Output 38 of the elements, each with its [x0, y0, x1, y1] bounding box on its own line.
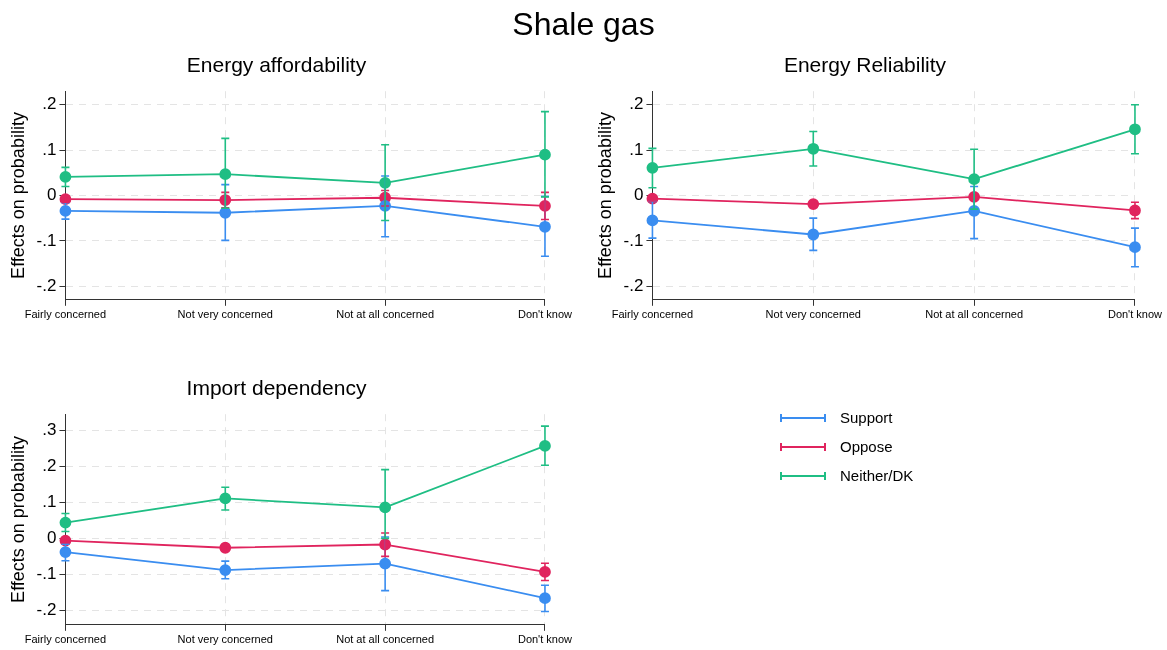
x-tick-label: Not at all concerned: [336, 633, 435, 646]
y-tick-label: -.2: [36, 275, 57, 295]
y-tick-label: 0: [46, 185, 57, 205]
legend-label: Oppose: [840, 438, 893, 455]
y-tick-label: -.2: [36, 600, 57, 620]
y-tick-label: .2: [42, 456, 57, 476]
legend-label: Neither/DK: [840, 467, 914, 484]
text: Shale gas: [511, 6, 656, 43]
y-tick-label: .3: [42, 420, 57, 440]
y-tick-label: -.2: [623, 275, 644, 295]
y-axis-title: Effects on probability: [7, 112, 28, 279]
x-tick-label: Not very concerned: [177, 633, 273, 646]
x-tick-label: Not very concerned: [765, 308, 861, 321]
y-tick-label: -.1: [36, 230, 57, 250]
y-tick-label: 0: [46, 528, 57, 548]
x-tick-label: Fairly concerned: [24, 633, 107, 646]
x-tick-label: Not at all concerned: [925, 308, 1024, 321]
y-tick-label: .2: [42, 94, 57, 114]
y-tick-label: .1: [629, 139, 644, 159]
x-tick-label: Not at all concerned: [336, 308, 435, 321]
chart-title: Energy Reliability: [783, 53, 947, 77]
x-tick-label: Don't know: [517, 633, 573, 646]
y-tick-label: 0: [633, 185, 644, 205]
y-tick-label: -.1: [623, 230, 644, 250]
y-tick-label: .1: [42, 139, 57, 159]
x-tick-label: Don't know: [517, 308, 573, 321]
x-tick-label: Fairly concerned: [611, 308, 694, 321]
y-axis-title: Effects on probability: [594, 112, 615, 279]
y-axis-title: Effects on probability: [7, 436, 28, 603]
chart-title: Energy affordability: [186, 53, 367, 77]
x-tick-label: Not very concerned: [177, 308, 273, 321]
y-tick-label: .2: [629, 94, 644, 114]
chart-title: Import dependency: [186, 376, 367, 400]
y-tick-label: -.1: [36, 564, 57, 584]
y-tick-label: .1: [42, 492, 57, 512]
x-tick-label: Don't know: [1107, 308, 1163, 321]
legend-label: Support: [840, 409, 893, 426]
x-tick-label: Fairly concerned: [24, 308, 107, 321]
